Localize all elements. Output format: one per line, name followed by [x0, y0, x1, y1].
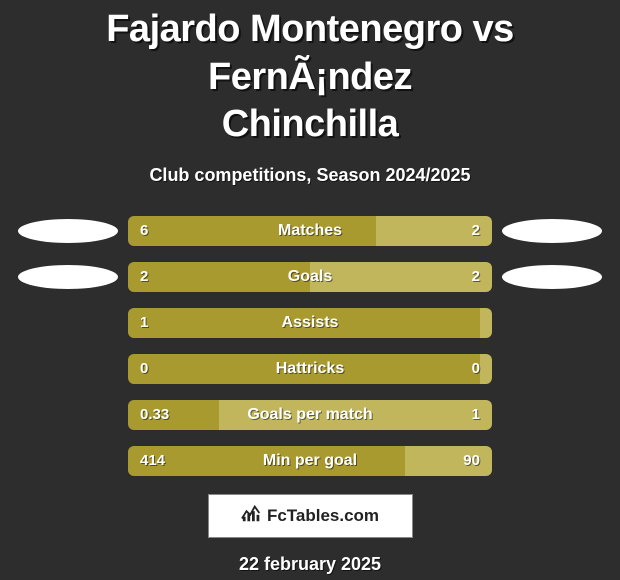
title-line1: Fajardo Montenegro vs FernÃ¡ndez — [106, 8, 514, 98]
footer-badge: FcTables.com — [208, 494, 413, 538]
comparison-title: Fajardo Montenegro vs FernÃ¡ndez Chinchi… — [0, 0, 620, 153]
title-line2: Chinchilla — [222, 103, 399, 145]
stat-left-value: 0 — [140, 360, 148, 377]
left-side-slot — [8, 219, 128, 243]
stat-right-segment — [480, 308, 492, 338]
right-side-slot — [492, 219, 612, 243]
stat-row: 00Hattricks — [8, 354, 612, 384]
stat-bar: 00Hattricks — [128, 354, 492, 384]
stat-left-value: 6 — [140, 222, 148, 239]
stat-right-segment: 0 — [480, 354, 492, 384]
footer-brand-text: FcTables.com — [267, 506, 379, 526]
stat-right-value: 0 — [472, 360, 480, 377]
stat-left-segment: 1 — [128, 308, 480, 338]
stat-left-segment: 6 — [128, 216, 376, 246]
stat-left-segment: 0 — [128, 354, 480, 384]
player-right-ellipse — [502, 219, 602, 243]
left-side-slot — [8, 265, 128, 289]
chart-icon — [241, 503, 263, 528]
stat-left-value: 2 — [140, 268, 148, 285]
stat-left-segment: 0.33 — [128, 400, 219, 430]
stat-row: 62Matches — [8, 216, 612, 246]
date-label: 22 february 2025 — [0, 554, 620, 575]
stat-bar: 1Assists — [128, 308, 492, 338]
subtitle: Club competitions, Season 2024/2025 — [0, 165, 620, 186]
stat-right-value: 1 — [472, 406, 480, 423]
stat-left-segment: 414 — [128, 446, 405, 476]
right-side-slot — [492, 265, 612, 289]
stat-row: 22Goals — [8, 262, 612, 292]
stat-left-value: 1 — [140, 314, 148, 331]
stat-bar: 62Matches — [128, 216, 492, 246]
stat-right-value: 90 — [463, 452, 480, 469]
stat-bar: 0.331Goals per match — [128, 400, 492, 430]
stat-right-value: 2 — [472, 222, 480, 239]
stat-left-segment: 2 — [128, 262, 310, 292]
stat-right-segment: 90 — [405, 446, 492, 476]
stat-bar: 41490Min per goal — [128, 446, 492, 476]
player-right-ellipse — [502, 265, 602, 289]
player-left-ellipse — [18, 219, 118, 243]
stat-right-segment: 2 — [310, 262, 492, 292]
stat-right-segment: 1 — [219, 400, 492, 430]
stat-row: 0.331Goals per match — [8, 400, 612, 430]
stat-row: 1Assists — [8, 308, 612, 338]
stats-chart: 62Matches22Goals1Assists00Hattricks0.331… — [0, 216, 620, 476]
stat-left-value: 414 — [140, 452, 165, 469]
stat-right-segment: 2 — [376, 216, 492, 246]
stat-left-value: 0.33 — [140, 406, 169, 423]
stat-row: 41490Min per goal — [8, 446, 612, 476]
stat-right-value: 2 — [472, 268, 480, 285]
player-left-ellipse — [18, 265, 118, 289]
stat-bar: 22Goals — [128, 262, 492, 292]
